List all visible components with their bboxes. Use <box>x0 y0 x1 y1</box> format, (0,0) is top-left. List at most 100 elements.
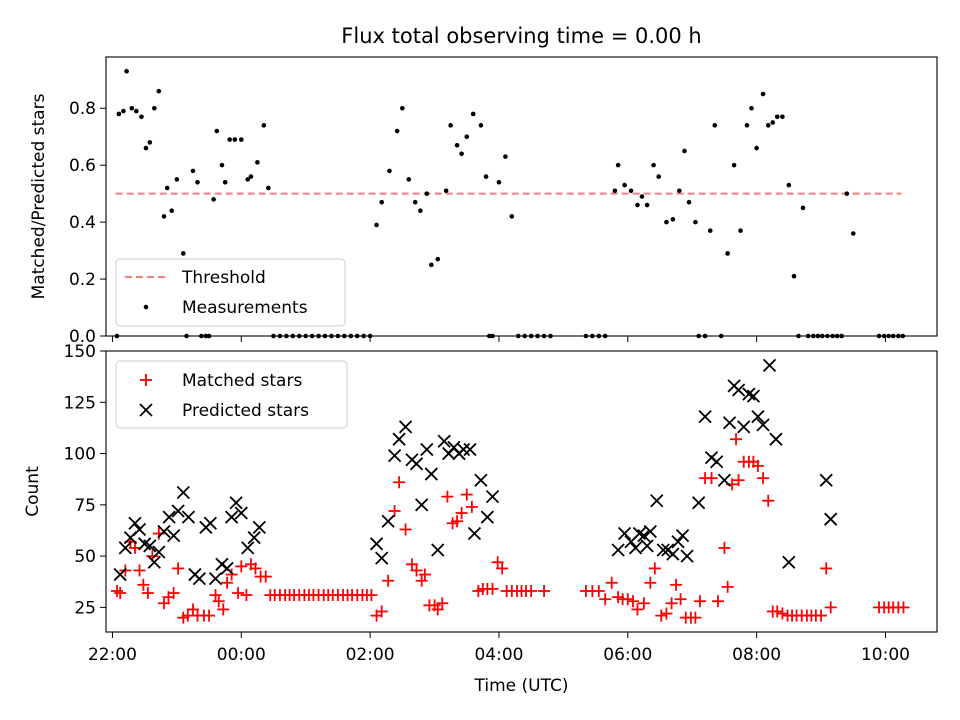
matched-star-marker <box>721 580 734 593</box>
predicted-star-marker <box>480 510 494 524</box>
predicted-star-marker <box>737 420 751 434</box>
top-y-tick-label: 0.0 <box>69 327 96 347</box>
matched-star-marker <box>167 587 180 600</box>
measurement-point <box>725 251 730 256</box>
measurement-point <box>682 148 687 154</box>
matched-star-marker <box>212 595 225 608</box>
measurement-point <box>443 188 449 194</box>
matched-star-marker <box>776 607 789 620</box>
measurement-point <box>786 182 792 188</box>
measurement-point <box>181 251 186 256</box>
matched-star-marker <box>388 504 401 517</box>
matched-star-marker <box>496 562 509 575</box>
bottom-plot-frame <box>105 350 938 633</box>
bottom-legend: Matched stars Predicted stars <box>115 360 348 429</box>
matched-star-marker <box>815 609 828 622</box>
measurement-point <box>478 123 484 128</box>
matched-star-marker <box>670 578 683 591</box>
matched-star-marker <box>674 593 687 606</box>
measurement-point <box>503 154 508 159</box>
predicted-star-marker <box>192 572 207 586</box>
matched-star-marker <box>217 603 230 616</box>
matched-star-marker <box>157 597 170 610</box>
measurement-point <box>139 114 144 120</box>
bottom-y-tick-label: 150 <box>64 342 96 362</box>
predicted-star-marker <box>398 420 413 434</box>
bottom-panel: 25 50 75 100 125 150 22:00 00:00 02:00 04:00 06:0… <box>23 342 938 696</box>
measurement-point <box>464 134 470 140</box>
matched-star-marker <box>665 597 678 610</box>
matched-star-marker <box>660 607 673 620</box>
measurement-point <box>222 179 228 185</box>
measurement-point <box>266 185 271 191</box>
predicted-star-marker <box>241 541 255 555</box>
matched-star-marker <box>751 459 764 472</box>
measurement-point <box>780 114 785 120</box>
predicted-star-marker <box>640 539 654 553</box>
matched-star-marker <box>382 574 395 587</box>
measurement-point <box>628 188 634 194</box>
predicted-star-marker <box>247 531 261 545</box>
measurement-point <box>615 162 621 168</box>
predicted-star-marker <box>147 555 161 569</box>
matched-star-marker <box>259 570 272 583</box>
predicted-star-marker <box>746 389 761 403</box>
predicted-star-marker <box>671 535 685 549</box>
top-legend-box <box>115 258 346 327</box>
matched-star-marker <box>762 494 775 507</box>
measurement-point <box>800 205 806 211</box>
top-panel: 0.00.20.40.60.8 Matched/Predicted stars … <box>29 56 938 347</box>
measurement-point <box>454 142 460 148</box>
predicted-star-marker <box>717 473 732 487</box>
top-y-tick-label: 0.2 <box>69 270 96 290</box>
predicted-star-marker <box>167 528 181 543</box>
matched-star-marker <box>172 562 185 575</box>
predicted-star-marker <box>152 545 166 559</box>
bottom-y-tick-label: 50 <box>74 547 96 567</box>
predicted-star-marker <box>181 510 196 524</box>
matched-star-marker <box>631 603 644 616</box>
predicted-star-marker <box>782 555 796 569</box>
matched-star-marker <box>605 576 618 589</box>
predicted-star-marker <box>143 539 157 553</box>
predicted-star-marker <box>424 467 438 481</box>
measurement-point <box>731 162 737 168</box>
matched-star-marker <box>133 564 146 577</box>
measurement-point <box>232 137 238 142</box>
predicted-star-marker <box>698 409 712 424</box>
matched-star-marker <box>689 611 702 624</box>
measurement-point <box>227 137 232 142</box>
matched-star-marker <box>436 597 449 610</box>
predicted-star-marker <box>666 547 680 561</box>
measurement-point <box>635 202 640 208</box>
matched-star-marker <box>415 574 428 587</box>
predicted-star-marker <box>437 434 451 448</box>
predicted-star-marker <box>176 485 190 500</box>
matched-star-marker <box>203 609 216 622</box>
measurement-point <box>418 208 423 214</box>
measurement-point <box>219 162 225 168</box>
measurement-point <box>124 68 129 74</box>
measurement-point <box>774 114 780 120</box>
measurement-point <box>686 199 692 205</box>
predicted-star-marker <box>162 510 176 524</box>
predicted-star-marker <box>375 551 389 565</box>
matched-star-marker <box>644 576 657 589</box>
measurement-point <box>707 228 713 233</box>
bottom-y-tick-label: 75 <box>74 496 96 516</box>
matched-star-marker <box>221 576 234 589</box>
matched-star-marker <box>599 593 612 606</box>
predicted-star-marker <box>756 418 770 432</box>
matched-star-marker <box>128 541 141 554</box>
measurement-point <box>374 222 379 228</box>
measurement-point <box>238 137 244 142</box>
legend-measurements-label: Measurements <box>182 298 308 318</box>
matched-star-marker <box>621 593 634 606</box>
matched-star-marker <box>648 562 661 575</box>
matched-star-marker <box>718 541 731 554</box>
predicted-star-marker <box>392 432 406 446</box>
predicted-star-marker <box>381 514 395 528</box>
measurement-point <box>152 105 157 111</box>
measurement-point <box>214 128 220 134</box>
